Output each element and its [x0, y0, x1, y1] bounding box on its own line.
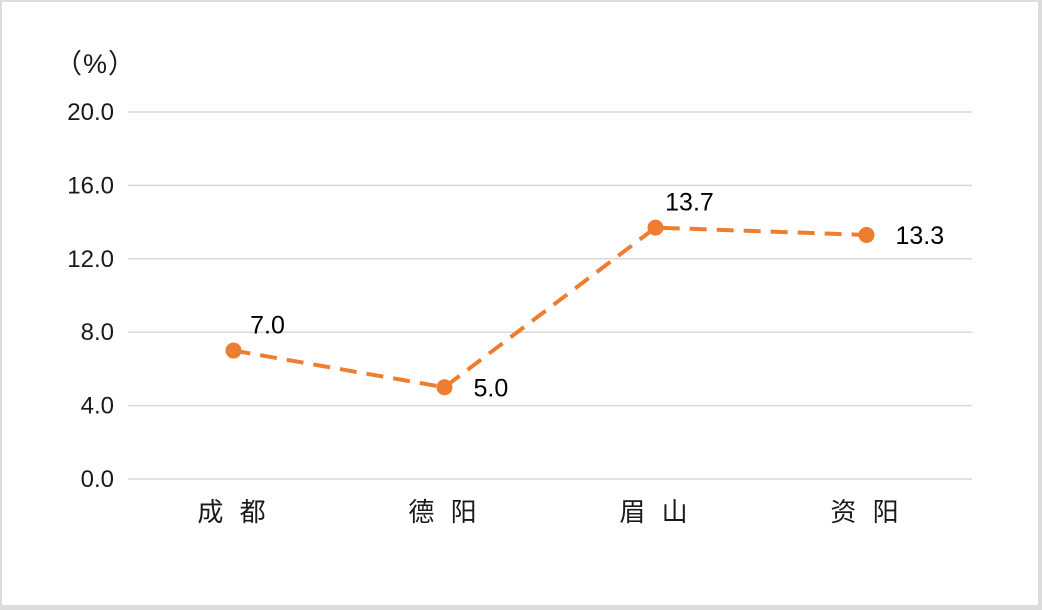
y-axis-tick-label: 4.0 [81, 393, 114, 420]
data-point-marker [647, 219, 664, 236]
data-point-marker [436, 379, 453, 396]
data-point-marker [225, 342, 242, 359]
y-axis-tick-label: 20.0 [67, 99, 114, 126]
y-axis-unit-label: （%） [55, 49, 137, 79]
data-point-label: 5.0 [474, 374, 509, 402]
data-point-marker [858, 226, 875, 243]
x-axis-category-label: 德 阳 [408, 498, 480, 528]
data-point-label: 13.7 [665, 189, 714, 217]
data-point-label: 13.3 [896, 222, 945, 250]
y-axis-tick-label: 12.0 [67, 246, 114, 273]
x-axis-category-label: 成 都 [197, 498, 269, 528]
series-line [233, 225, 867, 390]
y-axis-tick-label: 8.0 [81, 319, 114, 346]
x-axis-category-label: 资 阳 [830, 498, 902, 528]
x-axis-category-label: 眉 山 [619, 498, 691, 528]
data-point-label: 7.0 [250, 312, 285, 340]
y-axis-tick-label: 0.0 [81, 466, 114, 493]
y-axis-tick-label: 16.0 [67, 172, 114, 199]
